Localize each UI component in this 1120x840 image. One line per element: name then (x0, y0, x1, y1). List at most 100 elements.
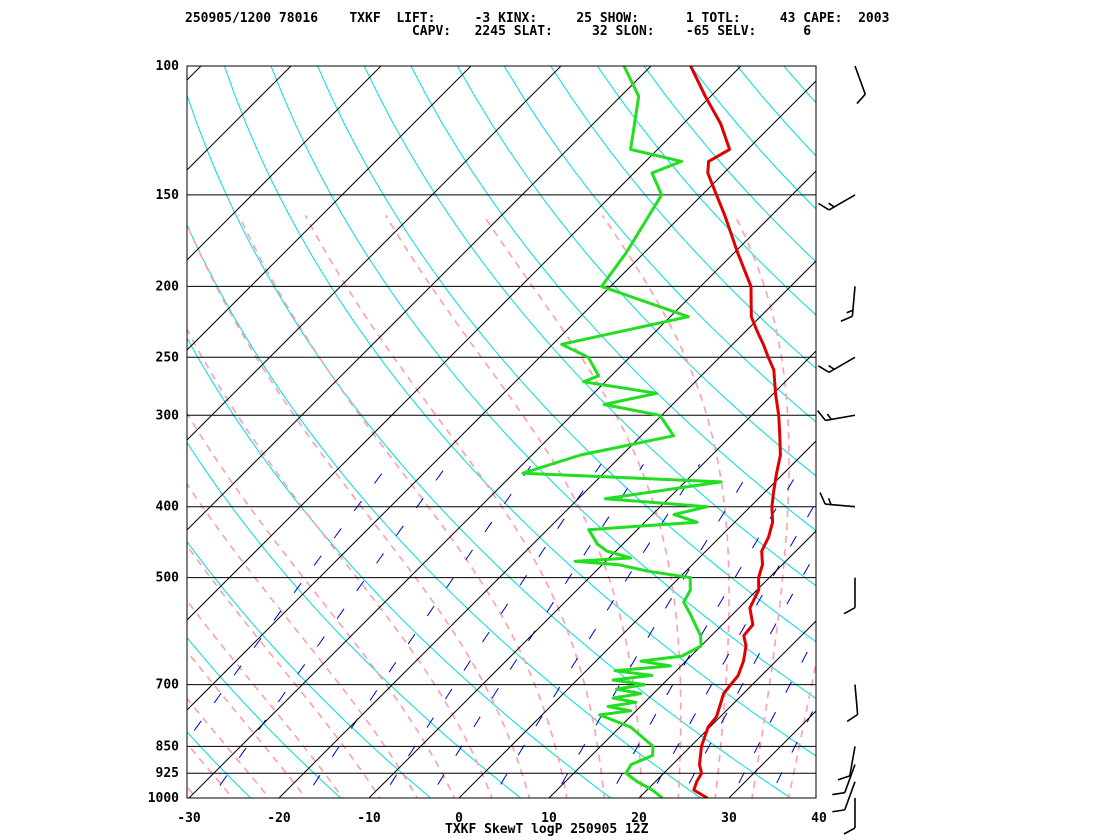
pressure-tick-label: 500 (156, 571, 180, 586)
isotherm (368, 350, 816, 798)
wind-barb-flag-full (856, 93, 866, 105)
mixing-ratio-line (813, 791, 816, 798)
wind-barb-column (817, 65, 867, 835)
wind-barb-staff (849, 746, 856, 777)
moist-adiabat (187, 327, 493, 798)
pressure-tick-label: 300 (156, 408, 180, 423)
wind-barb (854, 65, 867, 105)
mixing-ratio-line (428, 464, 644, 798)
pressure-tick-label: 400 (156, 500, 180, 515)
dry-adiabat (877, 66, 1120, 814)
wind-barb-flag-half (827, 498, 832, 505)
mixing-ratio-line (491, 464, 701, 798)
moist-adiabat (187, 482, 418, 798)
wind-barb-staff (825, 414, 856, 422)
dry-adiabat (187, 636, 342, 798)
temperature-tick-label: 30 (721, 811, 737, 826)
mixing-ratio-line (210, 464, 449, 798)
dry-adiabat (783, 66, 816, 104)
header-line-2: CAPV: 2245 SLAT: 32 SLON: -65 SELV: 6 (185, 24, 811, 39)
wind-barb-flag-full (843, 606, 856, 615)
isotherm (188, 170, 816, 798)
temperature-tick-label: 40 (811, 811, 827, 826)
isotherm (278, 260, 816, 798)
dry-adiabat (457, 66, 816, 477)
wind-barb (832, 764, 856, 796)
wind-barb-flag-full (832, 809, 845, 813)
isotherm (187, 66, 292, 171)
dry-adiabat (187, 731, 252, 798)
moist-adiabat (187, 599, 344, 798)
wind-barb-flag-full (837, 775, 851, 781)
moist-adiabat (601, 214, 730, 798)
moist-adiabat (187, 411, 456, 798)
wind-barb-flag-half (846, 309, 854, 314)
wind-barb-flag-full (832, 791, 845, 796)
moist-adiabat (187, 697, 271, 798)
pressure-tick-label: 200 (156, 279, 180, 294)
dry-adiabat (363, 66, 816, 587)
isotherm (187, 66, 742, 621)
moist-adiabat (483, 214, 682, 798)
plot-frame (186, 65, 817, 799)
dry-adiabat (830, 66, 1120, 814)
wind-barb (817, 194, 856, 211)
pressure-tick-label: 850 (156, 739, 180, 754)
temperature-tick-label: -20 (267, 811, 291, 826)
temperature-axis: -30 -20 -10 0 10 20 30 40 (177, 811, 827, 826)
wind-barb-flag-full (840, 315, 853, 322)
wind-barb-staff (843, 764, 856, 793)
dry-adiabat (270, 66, 816, 700)
dry-adiabat (187, 337, 612, 798)
isotherm (458, 440, 816, 798)
wind-barb-staff (828, 356, 856, 373)
mixing-ratio-line (730, 634, 816, 798)
pressure-tick-label: 1000 (148, 791, 179, 806)
isotherm (638, 620, 816, 798)
dry-adiabat (187, 93, 792, 798)
dry-adiabat (187, 223, 702, 798)
pressure-tick-label: 925 (156, 766, 179, 781)
isotherm (187, 66, 382, 261)
isotherm (187, 66, 562, 441)
wind-barb-staff (828, 194, 856, 211)
dry-adiabat (924, 66, 1120, 814)
temperature-tick-label: 20 (631, 811, 647, 826)
dry-adiabat (410, 66, 816, 532)
dry-adiabat (503, 66, 816, 423)
wind-barb (843, 577, 856, 615)
dry-adiabat (736, 66, 816, 157)
moist-adiabat (385, 214, 643, 798)
moist-adiabat (0, 215, 174, 813)
dry-adiabat (643, 66, 816, 263)
wind-barb (846, 684, 859, 723)
mixing-ratio-line (187, 464, 390, 742)
moist-adiabat (734, 215, 790, 798)
wind-barb-flag-half (828, 202, 835, 208)
chart-caption: TXKF SkewT logP 250905 12Z (445, 822, 649, 837)
moist-adiabat (787, 659, 816, 798)
wind-barb (819, 492, 856, 508)
pressure-tick-label: 100 (156, 59, 180, 74)
header-line-1: 250905/1200 78016 TXKF LIFT: -3 KINX: 25… (185, 11, 889, 26)
isotherm (803, 33, 1120, 814)
wind-barb-flag-half (826, 413, 833, 420)
temperature-tick-label: -10 (357, 811, 381, 826)
dewpoint-profile-line (521, 66, 723, 798)
wind-barb (840, 286, 856, 322)
temperature-profile-line (689, 66, 782, 798)
temperature-tick-label: 0 (455, 811, 463, 826)
dry-adiabat (187, 540, 432, 798)
isotherm (728, 710, 816, 798)
moist-adiabat (238, 215, 568, 798)
wind-barb (843, 798, 856, 835)
background-line-layer (0, 33, 1120, 814)
wind-barb (837, 746, 856, 781)
pressure-tick-label: 250 (156, 350, 180, 365)
pressure-tick-label: 150 (156, 188, 180, 203)
wind-barb-flag-full (819, 492, 826, 505)
isotherm (187, 66, 472, 351)
isotherm (187, 66, 202, 81)
wind-barb (832, 781, 856, 813)
dry-adiabat (223, 66, 816, 757)
